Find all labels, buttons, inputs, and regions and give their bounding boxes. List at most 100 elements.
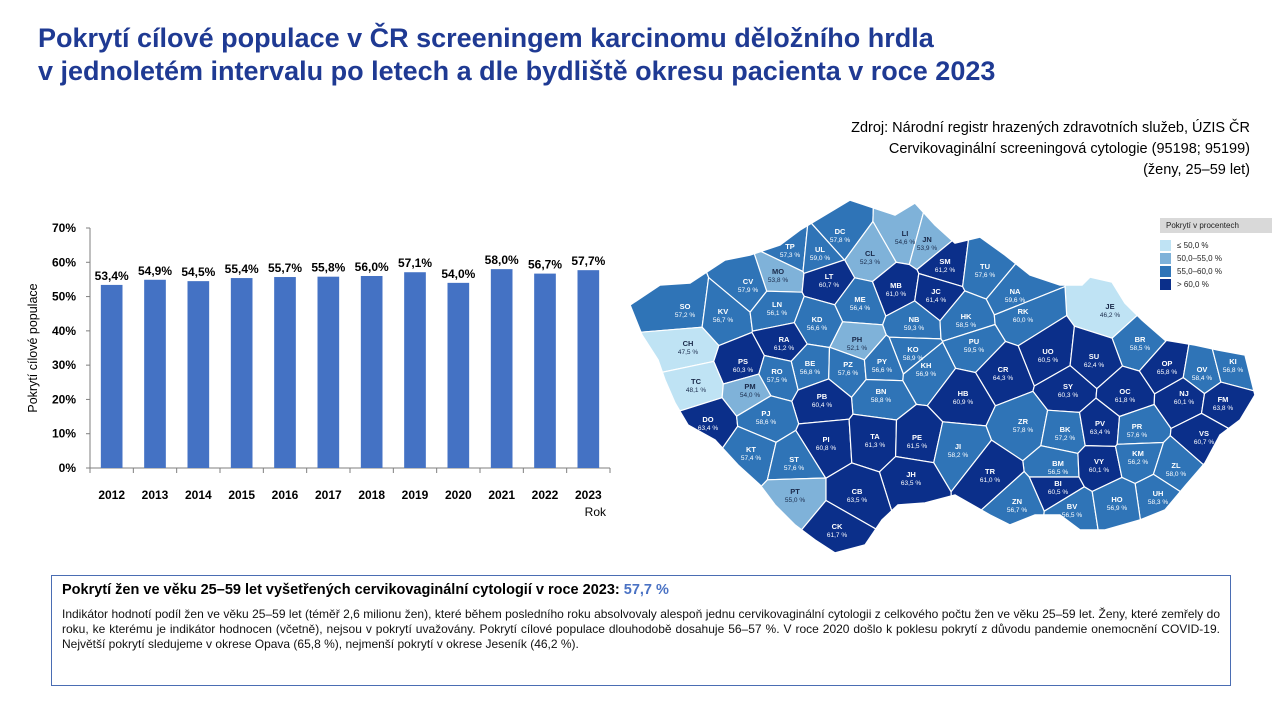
district-value-label: 55,0 % <box>785 497 805 504</box>
district-value-label: 57,5 % <box>767 377 787 384</box>
district-value-label: 61,0 % <box>980 477 1000 484</box>
district-value-label: 52,1 % <box>847 345 867 352</box>
y-tick-label: 70% <box>52 221 76 235</box>
x-tick-label-2023: 2023 <box>575 488 602 502</box>
y-tick-label: 30% <box>52 358 76 372</box>
district-value-label: 57,8 % <box>830 237 850 244</box>
map-legend: Pokrytí v procentech ≤ 50,0 % 50,0–55,0 %… <box>1160 218 1272 291</box>
x-tick-label-2013: 2013 <box>142 488 169 502</box>
district-value-label: 60,1 % <box>1089 467 1109 474</box>
district-code-label: NJ <box>1179 389 1189 398</box>
district-code-label: RO <box>771 367 782 376</box>
district-value-label: 58,2 % <box>948 452 968 459</box>
district-value-label: 58,8 % <box>871 397 891 404</box>
district-code-label: JC <box>931 287 941 296</box>
info-heading-text: Pokrytí žen ve věku 25–59 let vyšetřenýc… <box>62 582 620 598</box>
y-tick-label: 50% <box>52 290 76 304</box>
legend-label: ≤ 50,0 % <box>1177 240 1209 250</box>
district-value-label: 53,9 % <box>917 245 937 252</box>
source-line-1: Zdroj: Národní registr hrazených zdravot… <box>851 120 1250 136</box>
district-code-label: OV <box>1197 365 1208 374</box>
data-label-2014: 54,5% <box>181 265 215 279</box>
bar-2021 <box>490 269 513 468</box>
x-tick-label-2019: 2019 <box>402 488 429 502</box>
district-code-label: PI <box>822 435 829 444</box>
data-label-2023: 57,7% <box>571 254 605 268</box>
district-code-label: PE <box>912 433 922 442</box>
bar-2013 <box>144 279 166 468</box>
district-value-label: 61,8 % <box>1115 397 1135 404</box>
district-value-label: 57,2 % <box>1055 435 1075 442</box>
district-code-label: BM <box>1052 459 1064 468</box>
district-value-label: 58,6 % <box>756 419 776 426</box>
district-value-label: 61,2 % <box>774 345 794 352</box>
district-code-label: MB <box>890 281 902 290</box>
district-value-label: 61,0 % <box>886 291 906 298</box>
district-code-label: CR <box>998 365 1009 374</box>
district-code-label: JE <box>1105 302 1114 311</box>
district-code-label: PU <box>969 337 979 346</box>
district-value-label: 57,6 % <box>975 272 995 279</box>
district-value-label: 60,7 % <box>1194 439 1214 446</box>
district-value-label: 62,4 % <box>1084 362 1104 369</box>
district-value-label: 58,0 % <box>1166 471 1186 478</box>
data-label-2016: 55,7% <box>268 261 302 275</box>
district-value-label: 59,5 % <box>964 347 984 354</box>
legend-swatch <box>1160 239 1171 251</box>
district-value-label: 65,8 % <box>1157 369 1177 376</box>
district-code-label: SY <box>1063 382 1073 391</box>
district-value-label: 54,0 % <box>740 392 760 399</box>
district-code-label: OP <box>1162 359 1173 368</box>
district-code-label: PB <box>817 392 828 401</box>
district-code-label: PT <box>790 487 800 496</box>
x-tick-label-2022: 2022 <box>532 488 559 502</box>
district-code-label: LI <box>902 229 909 238</box>
district-code-label: NB <box>909 315 920 324</box>
district-code-label: BI <box>1054 479 1062 488</box>
district-value-label: 60,1 % <box>1174 399 1194 406</box>
district-code-label: PR <box>1132 422 1143 431</box>
district-value-label: 52,3 % <box>860 259 880 266</box>
district-value-label: 60,0 % <box>1013 317 1033 324</box>
district-value-label: 56,6 % <box>872 367 892 374</box>
district-code-label: KT <box>746 445 756 454</box>
district-code-label: ZR <box>1018 417 1029 426</box>
district-code-label: CB <box>852 487 863 496</box>
district-code-label: CL <box>865 249 875 258</box>
district-code-label: CH <box>683 339 694 348</box>
bar-2016 <box>274 277 296 468</box>
y-tick-label: 20% <box>52 392 76 406</box>
district-value-label: 60,4 % <box>812 402 832 409</box>
district-code-label: BK <box>1060 425 1071 434</box>
y-axis-label: Pokrytí cílové populace <box>26 283 40 412</box>
district-code-label: BN <box>876 387 887 396</box>
district-code-label: KV <box>718 307 728 316</box>
district-code-label: PH <box>852 335 862 344</box>
district-pt <box>694 477 827 553</box>
district-code-label: KM <box>1132 449 1144 458</box>
data-label-2021: 58,0% <box>485 253 519 267</box>
district-code-label: HB <box>958 389 969 398</box>
district-code-label: CV <box>743 277 753 286</box>
district-value-label: 48,1 % <box>686 387 706 394</box>
bar-2014 <box>187 281 210 468</box>
district-value-label: 60,9 % <box>953 399 973 406</box>
x-tick-label-2016: 2016 <box>272 488 299 502</box>
district-code-label: ZL <box>1171 461 1181 470</box>
district-value-label: 58,3 % <box>1148 499 1168 506</box>
district-code-label: PY <box>877 357 887 366</box>
district-code-label: TP <box>785 242 795 251</box>
district-code-label: KO <box>907 345 918 354</box>
x-tick-label-2012: 2012 <box>98 488 125 502</box>
district-code-label: KI <box>1229 357 1237 366</box>
district-value-label: 56,5 % <box>1048 469 1068 476</box>
x-tick-label-2017: 2017 <box>315 488 342 502</box>
legend-swatch <box>1160 278 1171 290</box>
district-code-label: SU <box>1089 352 1099 361</box>
district-code-label: RA <box>779 335 790 344</box>
district-value-label: 58,5 % <box>1130 345 1150 352</box>
district-value-label: 56,1 % <box>767 310 787 317</box>
district-value-label: 61,4 % <box>926 297 946 304</box>
district-code-label: JI <box>955 442 961 451</box>
